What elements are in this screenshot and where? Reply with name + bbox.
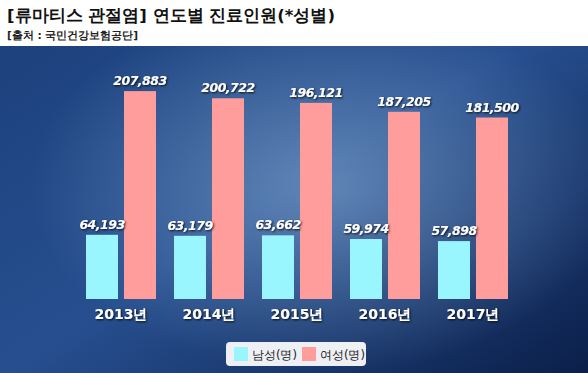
legend: 남성(명) 여성(명): [226, 342, 366, 366]
title: [류마티스 관절염] 연도별 진료인원(*성별): [7, 6, 335, 25]
bar: [174, 236, 206, 299]
data-label: 64,193: [79, 217, 124, 232]
bar: [86, 235, 118, 299]
bars: [86, 91, 508, 299]
subtitle: [출처 : 국민건강보험공단]: [7, 29, 138, 41]
data-labels: 64,193 63,179 63,662 59,974 57,898 207,883 200…: [79, 73, 519, 238]
background: [0, 0, 588, 373]
bar: [438, 241, 470, 299]
data-label: 63,662: [255, 217, 300, 232]
bar: [388, 112, 420, 299]
title-band: [0, 0, 588, 46]
bar: [476, 118, 508, 300]
x-tick-label: 2013년: [95, 306, 148, 322]
data-label: 63,179: [167, 218, 213, 233]
x-tick-label: 2014년: [183, 306, 236, 322]
x-tick-label: 2016년: [359, 306, 412, 322]
bar: [262, 235, 294, 299]
legend-box: [226, 342, 366, 366]
data-label: 187,205: [377, 94, 431, 109]
bar: [124, 91, 156, 299]
legend-label: 남성(명): [252, 348, 297, 362]
data-label: 196,121: [289, 85, 342, 100]
background-glow: [0, 0, 588, 373]
data-label: 200,722: [201, 80, 254, 95]
bar: [350, 239, 382, 299]
data-label: 59,974: [343, 221, 388, 236]
x-tick-label: 2017년: [447, 306, 500, 322]
legend-label: 여성(명): [320, 348, 365, 362]
data-label: 181,500: [465, 100, 519, 115]
data-label: 57,898: [431, 223, 477, 238]
chart: [류마티스 관절염] 연도별 진료인원(*성별) [출처 : 국민건강보험공단] 6…: [0, 0, 588, 373]
legend-swatch: [302, 347, 316, 361]
bar: [300, 103, 332, 299]
data-label: 207,883: [113, 73, 166, 88]
legend-swatch: [234, 347, 248, 361]
bar: [212, 98, 244, 299]
x-tick-label: 2015년: [271, 306, 324, 322]
